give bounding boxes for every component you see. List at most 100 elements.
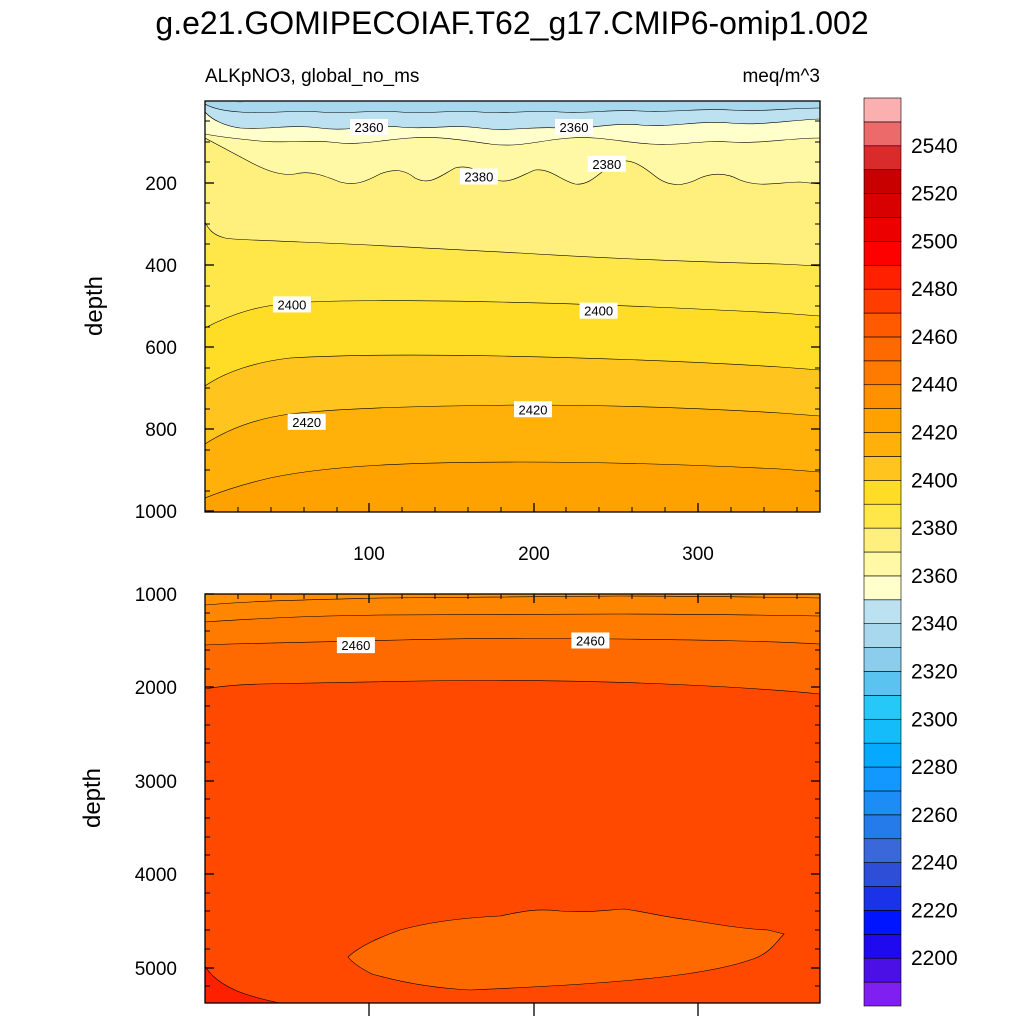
- colorbar-box: [863, 241, 902, 266]
- colorbar-tick-label: 2260: [911, 804, 958, 827]
- lower-y-tick-label: 5000: [135, 959, 177, 980]
- contour-label: 2360: [555, 119, 593, 136]
- svg-text:2460: 2460: [576, 633, 605, 648]
- colorbar-box: [863, 480, 902, 505]
- svg-text:2360: 2360: [560, 120, 589, 135]
- colorbar-tick-labels: 2200 2220 2240 2260 2280 2300 2320 2340 2360 2380…: [911, 135, 958, 970]
- colorbar-box: [863, 910, 902, 935]
- upper-y-tick-label: 1000: [135, 502, 177, 523]
- colorbar-tick-label: 2440: [911, 374, 958, 397]
- colorbar-box: [863, 742, 902, 768]
- upper-major-ticks: [205, 182, 820, 512]
- colorbar-tick-label: 2220: [911, 899, 958, 922]
- upper-x-tick-labels: 100 200 300: [353, 544, 714, 565]
- colorbar-box: [863, 432, 902, 457]
- lower-y-axis-label: depth: [79, 768, 106, 828]
- upper-y-axis-label: depth: [81, 276, 108, 336]
- colorbar-tick-label: 2300: [911, 708, 958, 731]
- colorbar-tick-label: 2320: [911, 660, 958, 683]
- colorbar: [863, 97, 902, 1007]
- colorbar-box: [863, 886, 902, 911]
- colorbar-box: [863, 336, 902, 362]
- colorbar-box: [863, 121, 902, 147]
- colorbar-box: [863, 957, 902, 983]
- colorbar-tick-label: 2400: [911, 469, 958, 492]
- colorbar-box: [863, 838, 902, 863]
- colorbar-box: [863, 288, 902, 314]
- contour-label: 2460: [336, 637, 375, 654]
- lower-y-tick-label: 3000: [135, 772, 177, 793]
- colorbar-box: [863, 312, 902, 338]
- colorbar-box: [863, 264, 902, 290]
- colorbar-box: [863, 862, 902, 887]
- svg-text:2420: 2420: [292, 415, 321, 430]
- lower-contour-lines: [205, 595, 820, 1003]
- colorbar-tick-label: 2500: [911, 230, 958, 253]
- colorbar-box: [863, 360, 902, 386]
- contour-label: 2460: [571, 632, 610, 649]
- colorbar-box: [863, 695, 902, 720]
- lower-panel: 2460 2460 1000 2000 3000: [79, 585, 821, 1016]
- upper-contour-labels: 2360 2360 2380 2380 2400 2400 2420 2420: [272, 119, 626, 430]
- lower-filled-contours: [205, 594, 820, 1003]
- upper-x-tick-label: 100: [353, 544, 385, 565]
- upper-y-tick-label: 400: [145, 256, 177, 277]
- colorbar-box: [863, 551, 902, 577]
- colorbar-box: [863, 623, 902, 648]
- svg-text:2400: 2400: [277, 297, 306, 312]
- band-2440: [205, 594, 820, 605]
- colorbar-box: [863, 981, 902, 1007]
- colorbar-box: [863, 599, 902, 624]
- svg-text:2420: 2420: [519, 402, 548, 417]
- lower-minor-ticks: [205, 594, 820, 987]
- colorbar-box: [863, 145, 902, 170]
- svg-text:2380: 2380: [592, 157, 621, 172]
- upper-y-tick-labels: 200 400 600 800 1000: [135, 174, 177, 523]
- lower-major-ticks: [205, 593, 820, 1016]
- colorbar-tick-label: 2480: [911, 278, 958, 301]
- colorbar-box: [863, 766, 902, 792]
- upper-y-tick-label: 200: [145, 174, 177, 195]
- upper-y-tick-label: 800: [145, 420, 177, 441]
- colorbar-box: [863, 503, 902, 529]
- colorbar-box: [863, 814, 902, 840]
- chart-subtitle-units: meq/m^3: [742, 66, 820, 87]
- colorbar-box: [863, 169, 902, 194]
- lower-y-tick-label: 1000: [135, 585, 177, 606]
- colorbar-tick-label: 2520: [911, 183, 958, 206]
- colorbar-tick-label: 2240: [911, 852, 958, 875]
- colorbar-tick-label: 2200: [911, 947, 958, 970]
- colorbar-box: [863, 217, 902, 242]
- colorbar-tick-label: 2460: [911, 326, 958, 349]
- lower-y-tick-label: 2000: [135, 678, 177, 699]
- band-2450: [205, 594, 820, 622]
- upper-x-tick-label: 200: [518, 544, 550, 565]
- corner-band-2490: [205, 966, 280, 1003]
- colorbar-box: [863, 384, 902, 409]
- contour-label: 2360: [350, 119, 388, 136]
- colorbar-tick-label: 2280: [911, 756, 958, 779]
- colorbar-box: [863, 934, 902, 959]
- contour-label: 2420: [514, 401, 552, 418]
- colorbar-tick-label: 2420: [911, 422, 958, 445]
- colorbar-box: [863, 575, 902, 601]
- colorbar-box: [863, 97, 902, 123]
- deep-pocket-2470: [347, 908, 785, 991]
- colorbar-box: [863, 527, 902, 553]
- svg-text:2360: 2360: [355, 120, 384, 135]
- chart-subtitle-variable: ALKpNO3, global_no_ms: [205, 66, 419, 87]
- upper-minor-ticks: [205, 120, 820, 512]
- svg-text:2460: 2460: [341, 638, 370, 653]
- colorbar-box: [863, 790, 902, 816]
- colorbar-tick-label: 2540: [911, 135, 958, 158]
- colorbar-tick-label: 2360: [911, 565, 958, 588]
- lower-y-tick-label: 4000: [135, 865, 177, 886]
- contour-label: 2400: [272, 296, 311, 313]
- contour-label: 2420: [287, 413, 326, 430]
- colorbar-box: [863, 456, 902, 481]
- upper-y-tick-label: 600: [145, 338, 177, 359]
- lower-contour-labels: 2460 2460: [336, 632, 610, 654]
- colorbar-box: [863, 718, 902, 744]
